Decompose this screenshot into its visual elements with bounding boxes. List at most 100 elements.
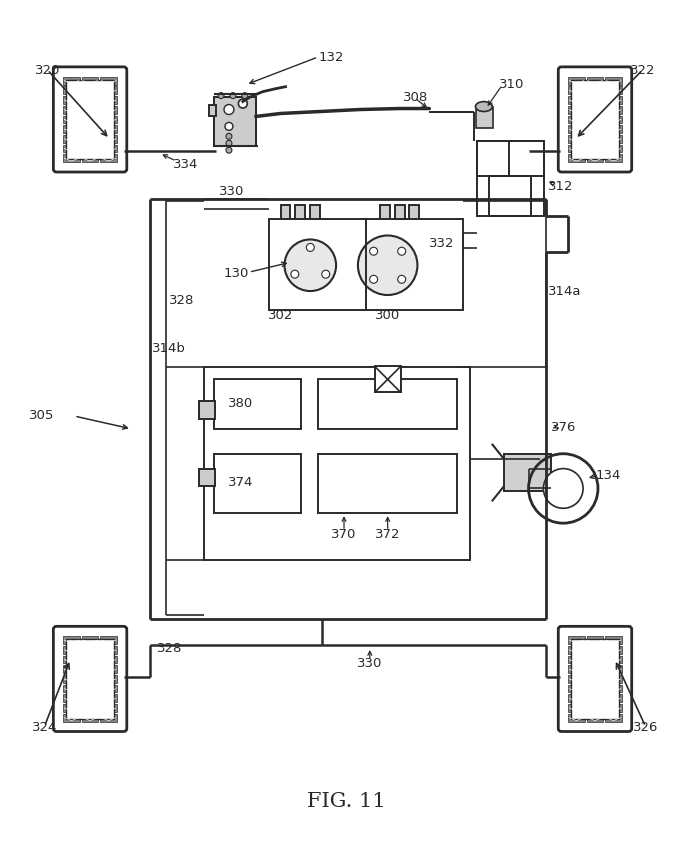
Bar: [394, 205, 405, 219]
Bar: [568, 78, 585, 85]
Text: 328: 328: [169, 294, 195, 307]
Bar: [587, 685, 604, 693]
Text: 320: 320: [35, 64, 60, 78]
Bar: [568, 636, 585, 644]
Bar: [605, 705, 622, 712]
Bar: [571, 81, 619, 160]
Text: 370: 370: [331, 527, 357, 540]
Bar: [63, 714, 80, 722]
Bar: [63, 675, 80, 683]
Text: 322: 322: [630, 64, 656, 78]
Circle shape: [291, 271, 299, 279]
Bar: [63, 685, 80, 693]
Bar: [587, 78, 604, 85]
Bar: [63, 78, 80, 85]
Circle shape: [543, 469, 583, 509]
Bar: [269, 219, 463, 311]
Bar: [82, 78, 98, 85]
Bar: [568, 666, 585, 674]
Bar: [605, 78, 622, 85]
Bar: [63, 97, 80, 105]
Text: 330: 330: [219, 185, 245, 198]
Bar: [568, 675, 585, 683]
Bar: [318, 380, 457, 430]
Bar: [82, 647, 98, 654]
Bar: [100, 636, 117, 644]
Circle shape: [242, 94, 248, 100]
Bar: [67, 81, 114, 160]
Circle shape: [369, 248, 378, 256]
Text: 312: 312: [548, 180, 574, 193]
Circle shape: [226, 141, 232, 147]
Text: 300: 300: [375, 309, 401, 322]
Bar: [568, 106, 585, 115]
Bar: [199, 469, 215, 487]
Bar: [100, 656, 117, 663]
Bar: [63, 656, 80, 663]
Bar: [63, 116, 80, 124]
Bar: [82, 126, 98, 134]
Bar: [318, 454, 457, 514]
Bar: [587, 155, 604, 163]
Bar: [605, 636, 622, 644]
Text: 376: 376: [552, 421, 577, 434]
Bar: [605, 685, 622, 693]
Bar: [587, 675, 604, 683]
Bar: [63, 136, 80, 143]
Bar: [489, 176, 531, 216]
Bar: [568, 647, 585, 654]
Bar: [100, 705, 117, 712]
Bar: [82, 695, 98, 702]
Bar: [67, 640, 114, 719]
Text: 310: 310: [499, 78, 524, 91]
Bar: [82, 656, 98, 663]
Bar: [587, 88, 604, 95]
Bar: [63, 155, 80, 163]
Bar: [100, 145, 117, 154]
Circle shape: [224, 106, 234, 116]
Bar: [100, 126, 117, 134]
Bar: [605, 136, 622, 143]
FancyBboxPatch shape: [53, 626, 127, 732]
Bar: [214, 98, 256, 147]
Bar: [571, 640, 619, 719]
Text: 374: 374: [228, 475, 254, 489]
Text: 134: 134: [596, 468, 622, 481]
Bar: [380, 205, 389, 219]
Text: 305: 305: [29, 408, 54, 421]
Circle shape: [218, 94, 224, 100]
Bar: [100, 116, 117, 124]
Circle shape: [322, 271, 330, 279]
Bar: [568, 126, 585, 134]
Bar: [82, 675, 98, 683]
Bar: [63, 126, 80, 134]
Bar: [568, 685, 585, 693]
Bar: [63, 88, 80, 95]
Text: 332: 332: [430, 236, 455, 250]
Circle shape: [226, 148, 232, 154]
Bar: [587, 714, 604, 722]
Bar: [63, 647, 80, 654]
Bar: [477, 142, 545, 176]
Bar: [477, 142, 545, 216]
Bar: [204, 368, 470, 560]
Bar: [587, 695, 604, 702]
Bar: [63, 145, 80, 154]
Bar: [605, 126, 622, 134]
Ellipse shape: [475, 102, 492, 112]
Text: FIG. 11: FIG. 11: [306, 792, 385, 810]
Bar: [100, 88, 117, 95]
Bar: [100, 675, 117, 683]
Bar: [605, 647, 622, 654]
Bar: [281, 205, 290, 219]
Bar: [605, 675, 622, 683]
Bar: [568, 714, 585, 722]
Circle shape: [398, 248, 405, 256]
FancyBboxPatch shape: [559, 68, 632, 173]
Bar: [568, 695, 585, 702]
Bar: [605, 88, 622, 95]
Bar: [568, 97, 585, 105]
Text: 326: 326: [633, 720, 658, 733]
Bar: [410, 205, 419, 219]
Bar: [310, 205, 320, 219]
